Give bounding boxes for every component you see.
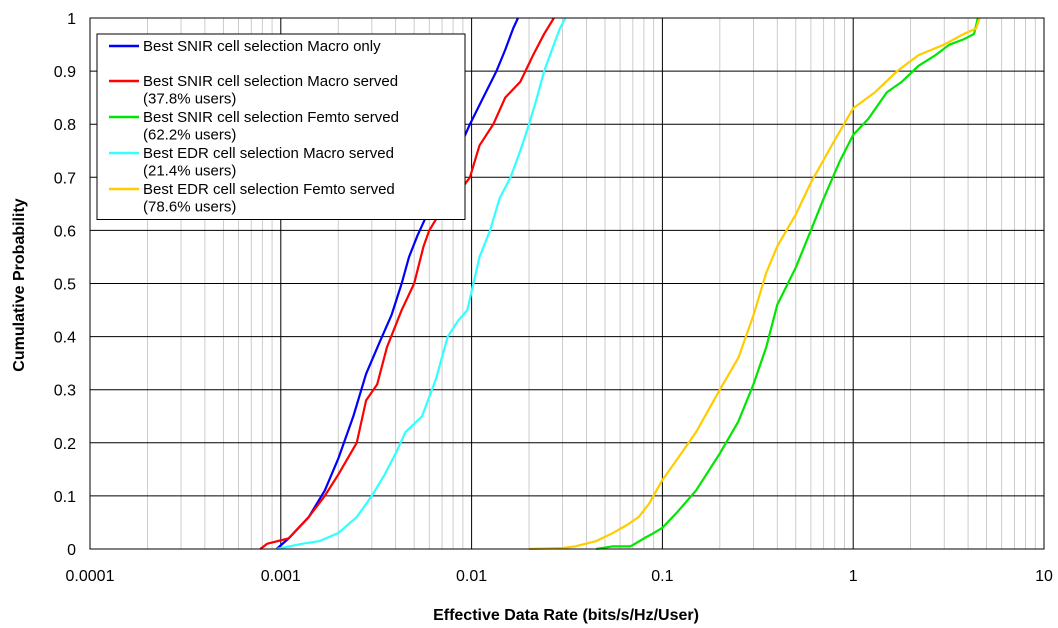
x-tick-label: 10 — [1035, 568, 1053, 585]
y-tick-label: 0.8 — [54, 117, 76, 134]
legend-label-3: (62.2% users) — [143, 127, 236, 144]
series-line-2 — [259, 17, 555, 550]
series-line-3 — [596, 17, 979, 550]
legend-label-2: Best SNIR cell selection Macro served — [143, 73, 398, 90]
y-tick-label: 0.6 — [54, 223, 76, 240]
legend-box — [96, 33, 466, 220]
y-tick-label: 1 — [67, 11, 76, 28]
legend-label-5: Best EDR cell selection Femto served — [143, 181, 395, 198]
y-tick-label: 0.2 — [54, 436, 76, 453]
y-tick-label: 0.1 — [54, 489, 76, 506]
y-tick-label: 0.4 — [54, 330, 76, 347]
legend-label-3: Best SNIR cell selection Femto served — [143, 109, 399, 126]
x-tick-label: 0.0001 — [66, 568, 115, 585]
legend-label-4: (21.4% users) — [143, 163, 236, 180]
x-tick-label: 0.01 — [456, 568, 487, 585]
y-tick-label: 0 — [67, 542, 76, 559]
x-axis-title: Effective Data Rate (bits/s/Hz/User) — [433, 607, 699, 624]
x-tick-labels: 0.0001 0.001 0.01 0.1 1 10 — [66, 568, 1053, 585]
legend-label-5: (78.6% users) — [143, 199, 236, 216]
y-tick-labels: 0 0.1 0.2 0.3 0.4 0.5 0.6 0.7 0.8 0.9 1 — [54, 11, 76, 559]
x-tick-label: 0.001 — [261, 568, 301, 585]
y-tick-label: 0.7 — [54, 170, 76, 187]
series-layer — [259, 17, 981, 550]
legend-label-4: Best EDR cell selection Macro served — [143, 145, 394, 162]
series-line-1 — [275, 17, 519, 550]
series-line-5 — [529, 17, 981, 550]
plot-border — [89, 17, 1045, 550]
series-line-4 — [276, 17, 567, 550]
x-tick-label: 1 — [849, 568, 858, 585]
legend: Best SNIR cell selection Macro only Best … — [96, 33, 466, 220]
y-axis-title: Cumulative Probability — [11, 198, 28, 371]
y-tick-label: 0.3 — [54, 383, 76, 400]
y-tick-label: 0.9 — [54, 64, 76, 81]
x-tick-label: 0.1 — [651, 568, 673, 585]
legend-label-1: Best SNIR cell selection Macro only — [143, 38, 381, 55]
y-tick-label: 0.5 — [54, 277, 76, 294]
legend-label-2: (37.8% users) — [143, 91, 236, 108]
